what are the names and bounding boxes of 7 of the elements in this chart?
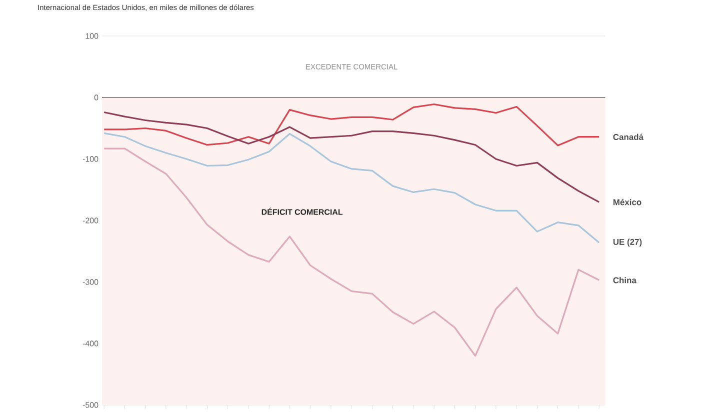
series-label: Canadá xyxy=(613,134,644,140)
line-series xyxy=(103,104,600,146)
line-series xyxy=(103,132,600,244)
series-label: UE (27) xyxy=(613,238,642,247)
line-series xyxy=(103,148,600,357)
series-label: China xyxy=(613,277,636,284)
series-label: México xyxy=(613,198,642,206)
